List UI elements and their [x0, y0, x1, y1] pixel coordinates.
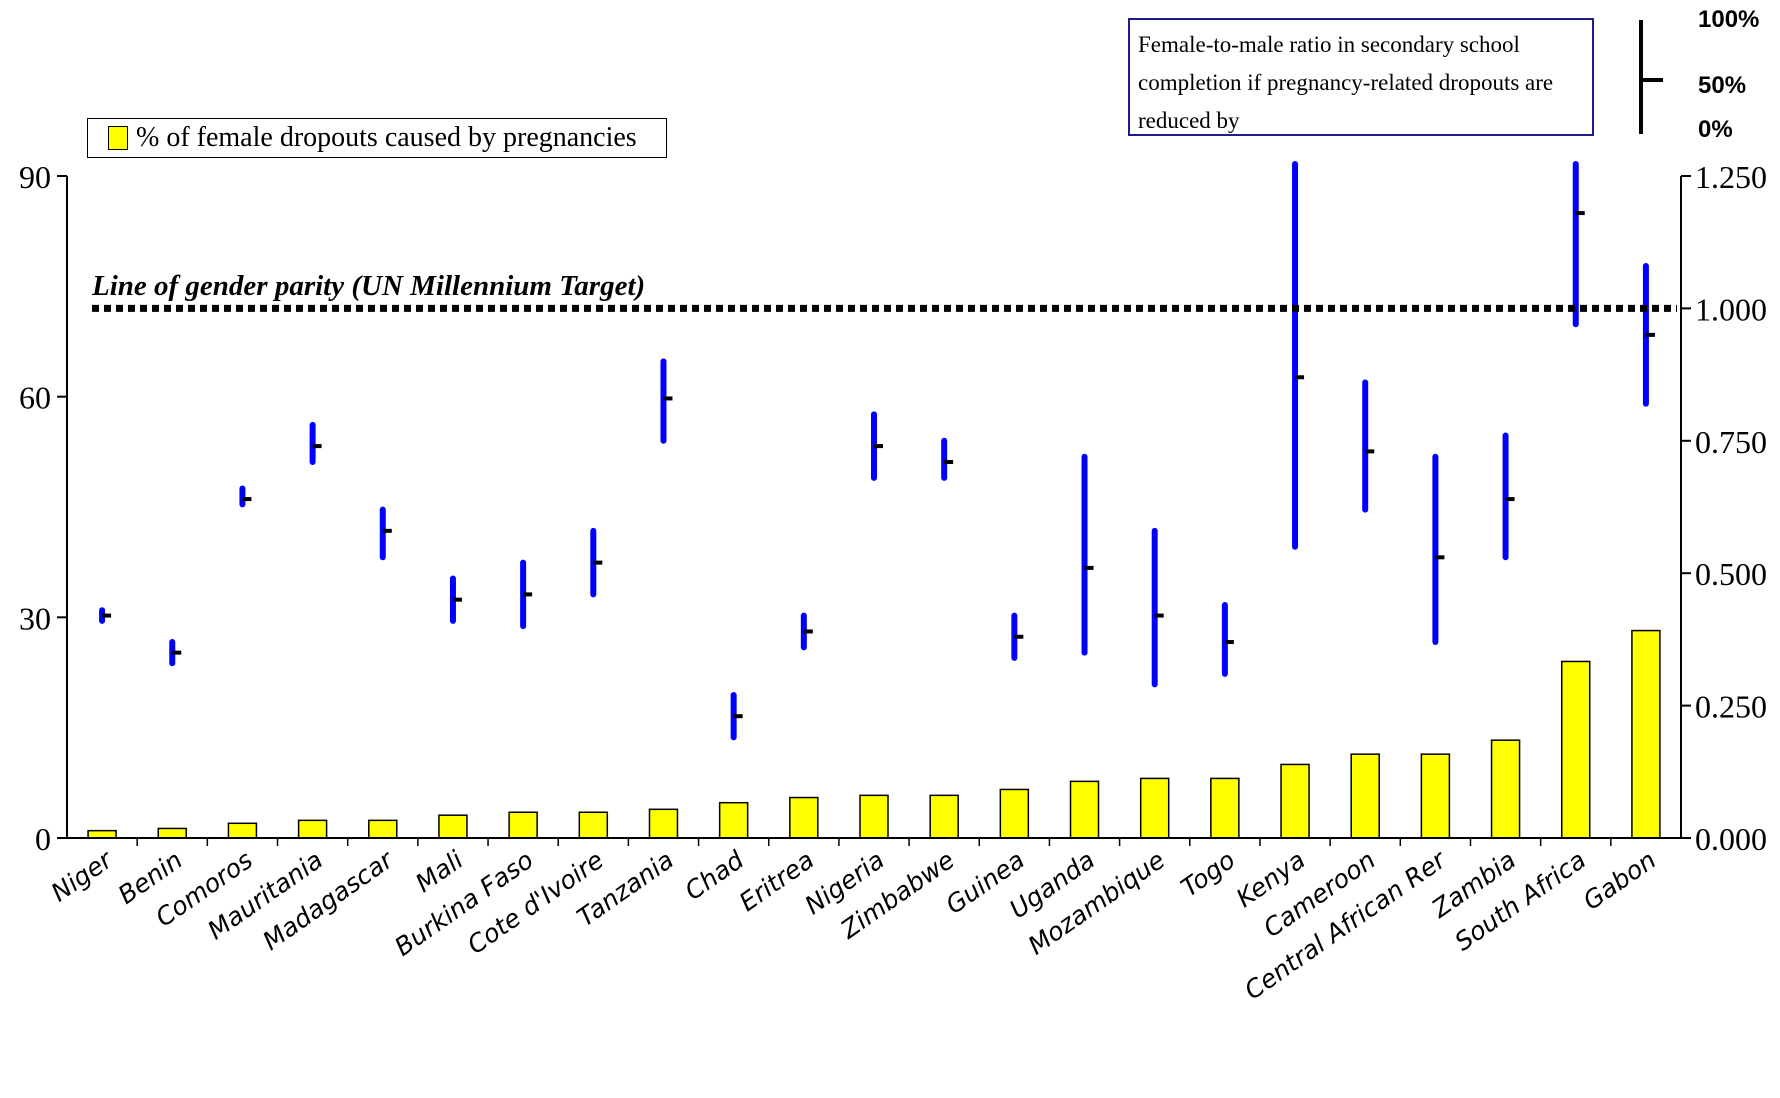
bar-legend-label: % of female dropouts caused by pregnanci…	[136, 122, 637, 153]
bar	[1631, 629, 1661, 839]
bar	[1069, 780, 1100, 839]
right-axis-tick-label: 0.750	[1695, 424, 1767, 460]
right-axis-tick-label: 0.000	[1695, 821, 1767, 857]
right-axis-tick-label: 0.500	[1695, 556, 1767, 592]
right-axis-tick-label: 0.250	[1695, 689, 1767, 725]
bar-legend-swatch	[108, 126, 128, 150]
bar	[508, 811, 538, 839]
bar	[789, 796, 819, 839]
bar-legend: % of female dropouts caused by pregnanci…	[87, 118, 667, 158]
ratio-legend-label: Female-to-male ratio in secondary school…	[1138, 32, 1554, 133]
range-key-layer	[1639, 20, 1663, 134]
left-axis-tick-label: 30	[19, 600, 51, 636]
ratio-legend: Female-to-male ratio in secondary school…	[1128, 18, 1594, 136]
bar	[578, 811, 609, 839]
bar	[1490, 739, 1521, 839]
x-tick-label: Niger	[46, 844, 119, 907]
bar	[1139, 777, 1170, 839]
bar	[87, 829, 117, 839]
bar	[1560, 660, 1591, 839]
range-key-label-low: 0%	[1698, 116, 1733, 143]
right-axis-tick-label: 1.250	[1695, 159, 1767, 195]
left-axis-tick-label: 60	[19, 380, 51, 416]
bar	[999, 788, 1030, 839]
bar	[648, 808, 679, 839]
bar	[227, 822, 258, 839]
bar	[1420, 753, 1451, 839]
bar	[368, 819, 398, 839]
bar	[1210, 777, 1240, 839]
bar	[1280, 763, 1310, 839]
range-key-label-mid: 50%	[1698, 72, 1747, 99]
left-axis-tick-label: 90	[19, 159, 51, 195]
x-tick-label: Togo	[1176, 845, 1241, 902]
bar	[859, 794, 889, 839]
right-axis-tick-label: 1.000	[1695, 291, 1767, 327]
bar	[929, 794, 959, 839]
bar	[438, 814, 468, 839]
x-tick-label: Gabon	[1578, 845, 1662, 916]
left-axis-tick-label: 0	[35, 821, 51, 857]
bar-layer	[87, 629, 1661, 839]
range-layer	[99, 161, 1655, 741]
bar	[1350, 753, 1380, 839]
bar	[297, 819, 328, 839]
parity-line-label: Line of gender parity (UN Millennium Tar…	[92, 270, 646, 302]
bar	[718, 801, 749, 839]
bar	[157, 827, 188, 839]
axes-layer: 0 30 60 90 0.000 0.250 0.500 0.750 1.000 1.250	[19, 159, 1767, 857]
range-key-label-high: 100%	[1698, 6, 1760, 33]
